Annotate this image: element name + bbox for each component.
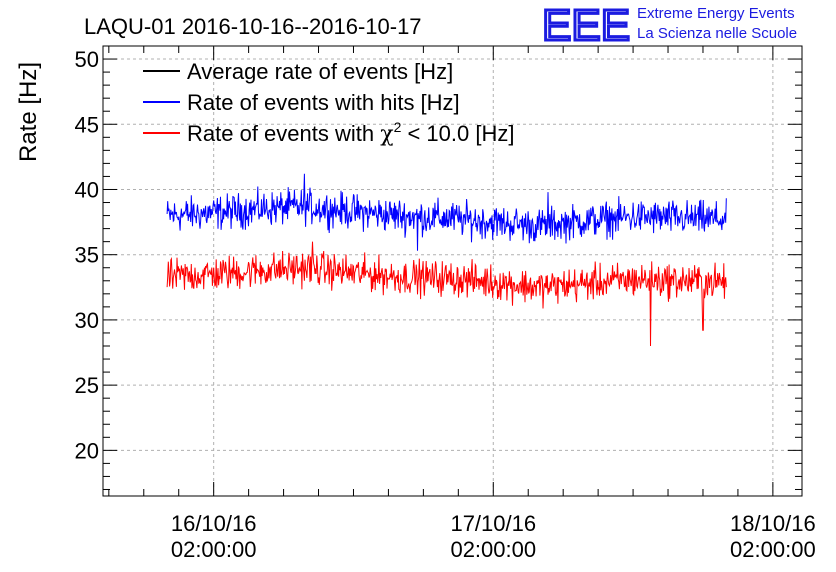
grid-layer <box>103 46 802 496</box>
legend: Average rate of events [Hz] Rate of even… <box>143 59 514 147</box>
plot-frame <box>102 45 803 497</box>
x-tick-label-time: 02:00:00 <box>171 537 257 562</box>
series-line-hits <box>166 173 727 251</box>
x-tick-label-date: 16/10/16 <box>171 511 257 536</box>
y-tick-label: 40 <box>75 177 99 202</box>
series-line-chi2 <box>166 241 727 347</box>
y-tick-label: 20 <box>75 438 99 463</box>
chart-title: LAQU-01 2016-10-16--2016-10-17 <box>84 14 422 39</box>
eee-logo: EEE Extreme Energy Events La Scienza nel… <box>541 0 798 52</box>
legend-label-hits: Rate of events with hits [Hz] <box>187 90 460 115</box>
axis-layer: 2025303540455016/10/1602:00:0017/10/1602… <box>75 45 816 562</box>
eee-logo-mark: EEE <box>542 1 630 50</box>
legend-label-average: Average rate of events [Hz] <box>187 59 453 84</box>
eee-logo-line2: La Scienza nelle Scuole <box>637 25 797 42</box>
series-layer <box>166 173 727 347</box>
y-tick-label: 25 <box>75 373 99 398</box>
y-axis-label: Rate [Hz] <box>15 62 42 162</box>
x-tick-label-time: 02:00:00 <box>450 537 536 562</box>
y-tick-label: 30 <box>75 308 99 333</box>
y-tick-label: 45 <box>75 112 99 137</box>
x-tick-label-date: 18/10/16 <box>730 511 816 536</box>
x-tick-label-date: 17/10/16 <box>450 511 536 536</box>
legend-label-chi2: Rate of events with χ2 < 10.0 [Hz] <box>187 119 514 147</box>
y-tick-label: 35 <box>75 243 99 268</box>
eee-logo-line1: Extreme Energy Events <box>637 5 795 22</box>
y-tick-label: 50 <box>75 47 99 72</box>
x-tick-label-time: 02:00:00 <box>730 537 816 562</box>
